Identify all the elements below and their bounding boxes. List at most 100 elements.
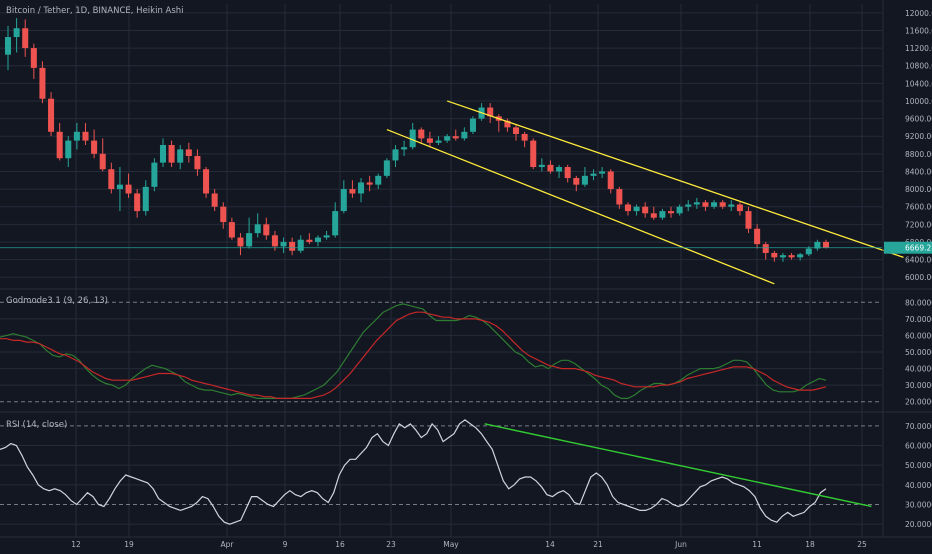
time-tick-label: 16	[335, 540, 345, 549]
candle-body	[13, 28, 20, 38]
candle-body	[513, 127, 520, 134]
candle-body	[521, 133, 528, 141]
price-tick-label: 10000.00	[905, 97, 932, 106]
candle-body	[426, 138, 433, 143]
channel-upper-line	[446, 100, 904, 258]
godmode-tick-label: 70.0000	[905, 315, 932, 324]
candle-body	[168, 145, 175, 163]
candle-body	[177, 149, 184, 163]
candle-body	[530, 140, 537, 168]
candle-body	[237, 237, 244, 247]
candle-body	[771, 252, 778, 258]
price-tick-label: 9200.00	[905, 132, 932, 141]
candle-body	[435, 140, 442, 143]
candle-body	[607, 171, 614, 190]
price-tick-label: 9600.00	[905, 115, 932, 124]
rsi-axis: 70.0000 60.0000 50.0000 40.0000 30.0000 20.00…	[905, 422, 932, 529]
candle-body	[624, 204, 631, 212]
candle-body	[91, 140, 98, 154]
candle-body	[340, 189, 347, 212]
candle-body	[280, 241, 287, 247]
candle-body	[633, 206, 640, 212]
godmode-slow-line	[0, 311, 827, 399]
candle-body	[814, 241, 821, 249]
candle-body	[392, 149, 399, 161]
candle-body	[487, 107, 494, 117]
current-price-label: 6669.28	[905, 244, 932, 253]
candle-body	[332, 211, 339, 236]
candle-body	[788, 255, 795, 258]
candle-body	[349, 189, 356, 194]
godmode-tick-label: 80.0000	[905, 298, 932, 307]
price-tick-label: 7200.00	[905, 220, 932, 229]
godmode-tick-label: 20.0000	[905, 398, 932, 407]
candle-body	[263, 224, 270, 236]
candle-body	[366, 182, 373, 185]
candle-body	[185, 149, 192, 157]
time-tick-label: Jun	[674, 540, 687, 549]
channel-lower-line	[386, 128, 775, 285]
candle-body	[203, 169, 210, 194]
candle-body	[116, 184, 123, 190]
candle-body	[401, 147, 408, 150]
candle-body	[685, 204, 692, 207]
candle-body	[573, 178, 580, 185]
candle-body	[418, 129, 425, 139]
candle-body	[194, 156, 201, 170]
candle-body	[73, 131, 80, 141]
price-tick-label: 8800.00	[905, 150, 932, 159]
price-tick-label: 6400.00	[905, 256, 932, 265]
candle-body	[564, 167, 571, 179]
candle-body	[99, 153, 106, 170]
candle-body	[254, 224, 261, 234]
candle-body	[667, 211, 675, 214]
rsi-trend-line	[484, 423, 872, 508]
candle-body	[556, 167, 563, 172]
godmode-panel-title: Godmode3.1 (9, 26, 13)	[6, 296, 108, 306]
candle-body	[246, 233, 253, 247]
candle-body	[599, 171, 606, 174]
price-tick-label: 7600.00	[905, 203, 932, 212]
candle-body	[702, 202, 709, 207]
rsi-tick-label: 40.0000	[905, 481, 932, 490]
price-tick-label: 6000.00	[905, 273, 932, 282]
candle-body	[4, 37, 12, 55]
time-tick-label: 19	[124, 540, 134, 549]
candle-body	[409, 129, 416, 148]
candle-body	[134, 193, 141, 212]
price-tick-label: 10400.00	[905, 79, 932, 88]
godmode-tick-label: 50.0000	[905, 348, 932, 357]
candle-body	[220, 206, 227, 223]
rsi-line	[0, 419, 827, 525]
rsi-tick-label: 20.0000	[905, 520, 932, 529]
candle-body	[323, 235, 330, 238]
price-tick-label: 12000.00	[905, 9, 932, 18]
candle-body	[159, 145, 167, 163]
candle-body	[65, 140, 72, 159]
candle-body	[822, 241, 830, 248]
candle-body	[581, 175, 588, 185]
candle-body	[30, 48, 37, 68]
time-tick-label: 14	[545, 540, 555, 549]
price-tick-label: 8400.00	[905, 167, 932, 176]
candle-body	[693, 202, 700, 205]
candle-body	[504, 120, 511, 128]
candle-body	[616, 189, 623, 205]
godmode-tick-label: 30.0000	[905, 381, 932, 390]
rsi-panel-title: RSI (14, close)	[6, 420, 67, 430]
godmode-grid	[0, 301, 882, 403]
candle-body	[56, 131, 63, 159]
candle-body	[650, 213, 657, 218]
rsi-tick-label: 30.0000	[905, 501, 932, 510]
candle-body	[676, 206, 683, 214]
time-tick-label: 25	[857, 540, 867, 549]
godmode-lines	[0, 303, 827, 399]
candle-body	[538, 164, 545, 168]
time-tick-label: 23	[386, 540, 396, 549]
candle-body	[358, 182, 365, 194]
candle-body	[779, 255, 786, 258]
candle-body	[22, 28, 29, 49]
